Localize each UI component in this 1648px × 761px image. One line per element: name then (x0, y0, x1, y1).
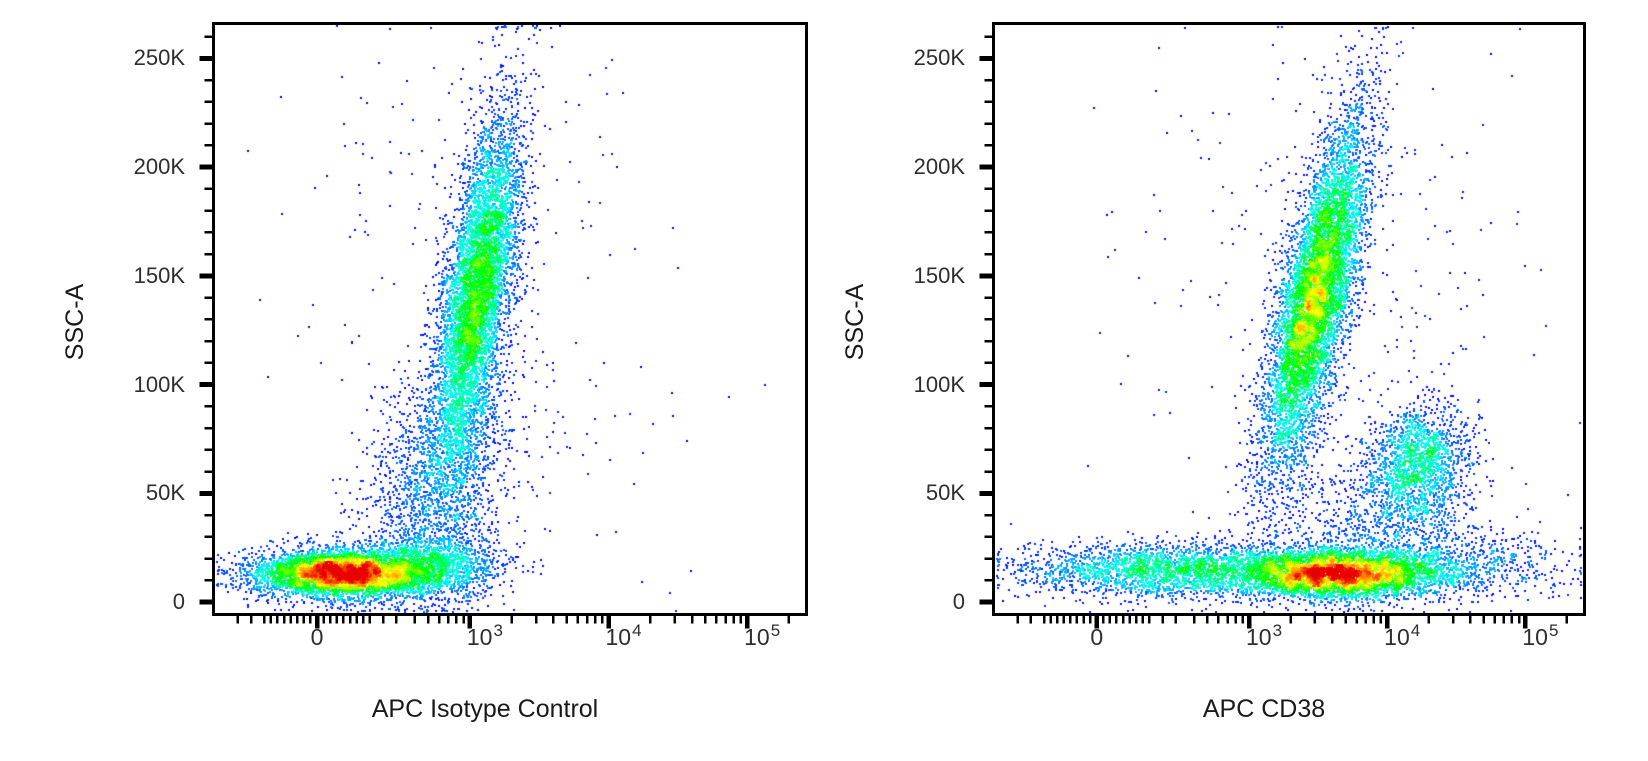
y-tick-label-50K: 50K (145, 480, 185, 506)
y-tick-label-150K: 150K (913, 262, 965, 288)
x-tick-label-10e3: 103 (466, 621, 503, 650)
y-tick-label-100K: 100K (913, 371, 965, 397)
y-tick-label-250K: 250K (133, 45, 185, 71)
x-axis-title-isotype: APC Isotype Control (371, 695, 599, 723)
y-tick-label-200K: 200K (913, 154, 965, 180)
x-tick-label-10e4: 104 (605, 621, 642, 650)
x-tick-label-10e3: 103 (1245, 621, 1283, 650)
x-tick-label-10e4: 104 (1384, 621, 1421, 650)
y-tick-label-150K: 150K (133, 262, 185, 288)
x-tick-label-10e5: 105 (1522, 621, 1559, 650)
y-tick-label-0: 0 (172, 589, 185, 615)
y-tick-label-0: 0 (952, 589, 965, 615)
y-tick-label-50K: 50K (925, 480, 965, 506)
y-axis-title-cd38: SSC-A (841, 283, 869, 361)
x-axis-title-cd38: APC CD38 (1202, 695, 1326, 723)
x-tick-label-0: 0 (310, 624, 324, 650)
density-scatter-canvas-cd38 (995, 25, 1583, 613)
y-tick-label-250K: 250K (913, 45, 965, 71)
y-tick-label-200K: 200K (133, 154, 185, 180)
y-tick-label-100K: 100K (133, 371, 185, 397)
x-tick-label-10e5: 105 (744, 621, 781, 650)
x-tick-label-0: 0 (1090, 624, 1104, 650)
